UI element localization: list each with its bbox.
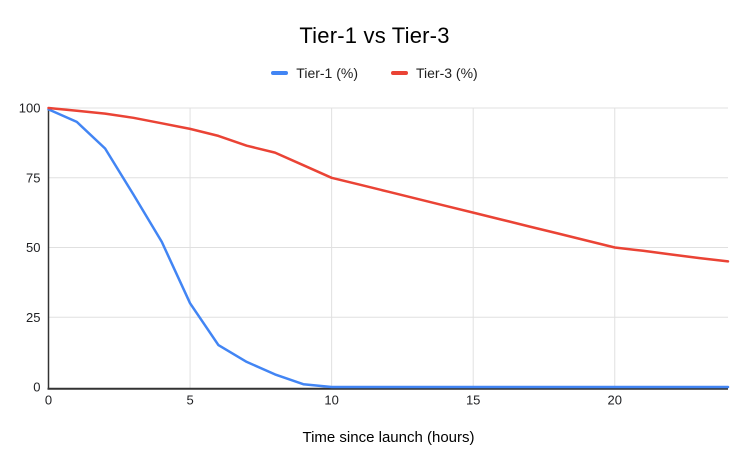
y-tick-label: 100 <box>19 101 41 116</box>
tier3-line-swatch-icon <box>391 71 408 75</box>
y-tick-label: 50 <box>26 240 40 255</box>
x-tick-label: 5 <box>186 393 193 408</box>
legend-item-tier3: Tier-3 (%) <box>391 65 478 81</box>
y-tick-label: 75 <box>26 170 40 185</box>
legend-label-tier3: Tier-3 (%) <box>416 65 478 81</box>
series-line-tier1 <box>47 108 730 389</box>
x-tick-label: 0 <box>45 393 52 408</box>
chart-title: Tier-1 vs Tier-3 <box>299 23 450 48</box>
legend-item-tier1: Tier-1 (%) <box>271 65 358 81</box>
y-tick-label: 0 <box>33 380 40 395</box>
x-tick-label: 20 <box>608 393 622 408</box>
tier1-line-swatch-icon <box>271 71 289 75</box>
legend: Tier-1 (%) Tier-3 (%) <box>0 65 749 81</box>
y-tick-label: 25 <box>26 310 40 325</box>
legend-label-tier1: Tier-1 (%) <box>296 65 358 81</box>
series-line-tier3 <box>47 106 730 263</box>
x-tick-label: 10 <box>324 393 338 408</box>
x-axis-title: Time since launch (hours) <box>302 429 475 446</box>
x-tick-label: 15 <box>466 393 480 408</box>
